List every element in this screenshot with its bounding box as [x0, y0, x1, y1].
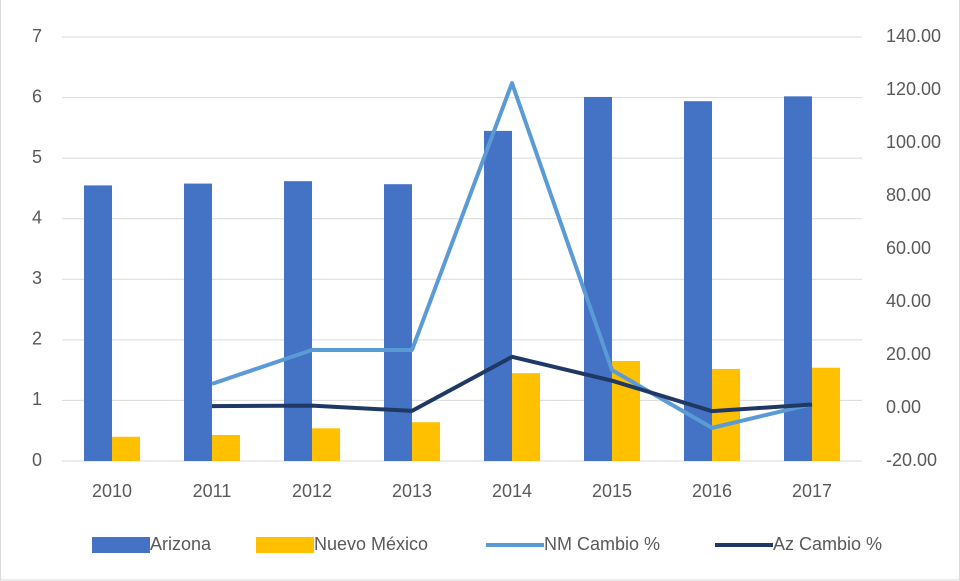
- x-tick-label: 2013: [392, 481, 432, 501]
- y2-tick-label: 140.00: [886, 26, 941, 46]
- bar: [512, 373, 540, 461]
- legend-label: Nuevo México: [314, 534, 428, 554]
- line: [211, 354, 813, 414]
- y-tick-label: 4: [32, 207, 42, 227]
- bar: [412, 422, 440, 461]
- y-tick-label: 3: [32, 268, 42, 288]
- bar: [484, 130, 512, 461]
- y2-tick-label: -20.00: [886, 450, 937, 470]
- y-tick-label: 6: [32, 86, 42, 106]
- y-tick-label: 5: [32, 147, 42, 167]
- legend-label: NM Cambio %: [544, 534, 660, 554]
- y-tick-label: 2: [32, 329, 42, 349]
- legend-swatch: [256, 537, 314, 553]
- bar: [312, 428, 340, 461]
- bar: [584, 96, 612, 462]
- line: [211, 81, 813, 430]
- y-tick-label: 0: [32, 450, 42, 470]
- x-tick-label: 2011: [193, 481, 232, 501]
- y-tick-label: 1: [32, 389, 42, 409]
- y2-tick-label: 20.00: [886, 344, 931, 364]
- bar: [384, 184, 412, 461]
- bar: [212, 434, 240, 461]
- y2-tick-label: 100.00: [886, 132, 941, 152]
- bar: [712, 368, 740, 461]
- bar: [784, 96, 812, 462]
- x-tick-label: 2015: [592, 481, 632, 501]
- y2-tick-label: 80.00: [886, 185, 931, 205]
- legend-label: Arizona: [150, 534, 212, 554]
- bar: [812, 367, 840, 461]
- bar: [112, 436, 140, 461]
- legend-swatch: [92, 537, 150, 553]
- bar: [84, 185, 112, 461]
- y2-tick-label: 120.00: [886, 79, 941, 99]
- bar: [184, 183, 212, 461]
- y2-tick-label: 60.00: [886, 238, 931, 258]
- y2-tick-label: 0.00: [886, 397, 921, 417]
- legend-label: Az Cambio %: [773, 534, 882, 554]
- bar: [284, 181, 312, 461]
- x-tick-label: 2014: [492, 481, 532, 501]
- x-tick-label: 2017: [792, 481, 832, 501]
- y2-tick-label: 40.00: [886, 291, 931, 311]
- x-tick-label: 2016: [692, 481, 732, 501]
- x-tick-label: 2010: [92, 481, 132, 501]
- x-tick-label: 2012: [292, 481, 332, 501]
- bar: [684, 101, 712, 461]
- y-tick-label: 7: [32, 26, 42, 46]
